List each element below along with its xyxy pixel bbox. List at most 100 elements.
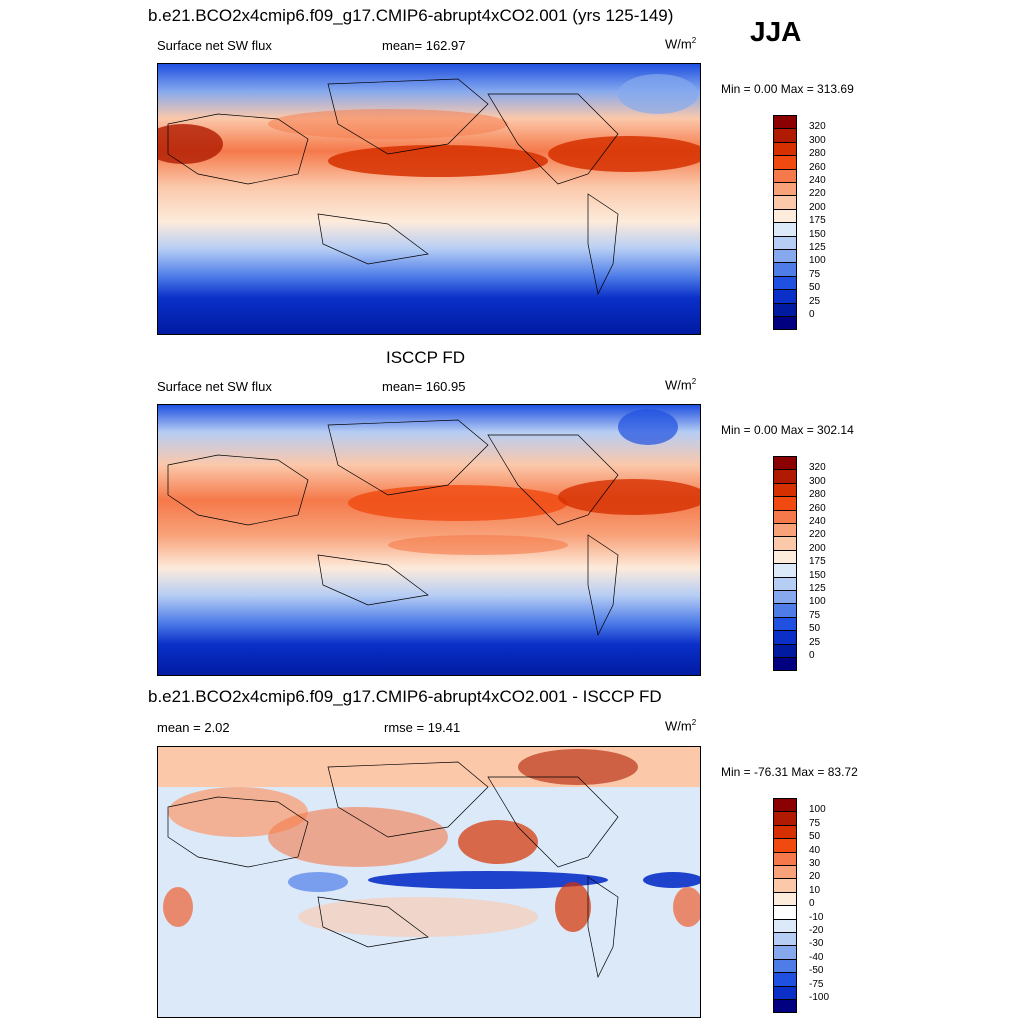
colorbar-box	[773, 824, 797, 840]
panel-1-title: b.e21.BCO2x4cmip6.f09_g17.CMIP6-abrupt4x…	[148, 6, 674, 25]
colorbar-box	[773, 536, 797, 551]
season-label: JJA	[750, 16, 802, 47]
colorbar-tick-label: 75	[809, 268, 821, 280]
colorbar-tick-label: 220	[809, 188, 826, 200]
panel-3-minmax: Min = -76.31 Max = 83.72	[721, 765, 858, 779]
colorbar-tick-label: -75	[809, 978, 824, 990]
colorbar-box	[773, 657, 797, 672]
colorbar-box	[773, 469, 797, 484]
panel-1-map-canvas	[158, 64, 700, 334]
colorbar-box	[773, 918, 797, 933]
colorbar-tick-label: 240	[809, 516, 826, 527]
colorbar-box	[773, 182, 797, 197]
panel-3-rmse-label: rmse = 19.41	[384, 720, 461, 735]
colorbar-tick-label: 20	[809, 871, 821, 883]
colorbar-tick-label: 10	[809, 884, 821, 896]
colorbar-box	[773, 168, 797, 183]
colorbar-box	[773, 999, 797, 1014]
panel-1-map	[157, 63, 701, 335]
colorbar-box	[773, 643, 797, 658]
colorbar-tick-label: 40	[809, 844, 821, 856]
panel-3-map-canvas	[158, 747, 700, 1017]
colorbar-tick-label: 125	[809, 242, 826, 253]
colorbar-tick-label: 0	[809, 650, 815, 661]
colorbar-tick-label: 280	[809, 148, 826, 160]
colorbar-box	[773, 128, 797, 143]
panel-2-mean-label: mean= 160.95	[382, 379, 466, 394]
colorbar-tick-label: 320	[809, 462, 826, 474]
colorbar-box	[773, 208, 797, 224]
colorbar-tick-label: 260	[809, 161, 826, 173]
colorbar-box	[773, 456, 797, 471]
colorbar-box	[773, 275, 797, 291]
colorbar-tick-label: 75	[809, 817, 821, 829]
colorbar-box	[773, 576, 797, 591]
colorbar-tick-label: 25	[809, 636, 821, 648]
colorbar-tick-label: 50	[809, 831, 821, 843]
colorbar-tick-label: 50	[809, 623, 821, 635]
panel-2-map	[157, 404, 701, 676]
colorbar-tick-label: 320	[809, 121, 826, 133]
colorbar-box	[773, 891, 797, 907]
colorbar-tick-label: 0	[809, 309, 815, 320]
colorbar-tick-label: 300	[809, 134, 826, 146]
panel-3-mean-label: mean = 2.02	[157, 720, 230, 735]
colorbar-tick-label: 260	[809, 502, 826, 514]
panel-1-variable-label: Surface net SW flux	[157, 38, 272, 53]
colorbar-box	[773, 235, 797, 250]
colorbar-tick-label: -100	[809, 992, 830, 1003]
colorbar-tick-label: 150	[809, 228, 826, 240]
colorbar-box	[773, 865, 797, 880]
colorbar-box	[773, 985, 797, 1000]
colorbar-tick-label: -50	[809, 965, 824, 977]
colorbar-tick-label: 100	[809, 804, 826, 816]
colorbar-box	[773, 549, 797, 565]
colorbar-tick-label: 280	[809, 489, 826, 501]
colorbar-box	[773, 603, 797, 618]
colorbar-box	[773, 316, 797, 331]
colorbar-box	[773, 630, 797, 645]
colorbar-box	[773, 222, 797, 237]
colorbar-box	[773, 482, 797, 498]
colorbar-box	[773, 878, 797, 893]
colorbar-box	[773, 141, 797, 157]
colorbar-tick-label: -40	[809, 951, 824, 963]
colorbar-box	[773, 838, 797, 853]
colorbar-tick-label: 50	[809, 282, 821, 294]
colorbar-tick-label: 30	[809, 858, 821, 869]
colorbar-box	[773, 302, 797, 317]
colorbar-box	[773, 496, 797, 511]
colorbar-box	[773, 509, 797, 524]
colorbar-box	[773, 523, 797, 538]
colorbar-box	[773, 811, 797, 826]
panel-3-title: b.e21.BCO2x4cmip6.f09_g17.CMIP6-abrupt4x…	[148, 687, 662, 706]
colorbar-tick-label: 0	[809, 898, 815, 910]
colorbar-box	[773, 798, 797, 813]
panel-2-map-canvas	[158, 405, 700, 675]
colorbar-box	[773, 249, 797, 264]
colorbar-tick-label: 200	[809, 201, 826, 213]
panel-1-units: W/m2	[665, 36, 697, 52]
colorbar-box	[773, 905, 797, 920]
colorbar-tick-label: 25	[809, 295, 821, 307]
colorbar-box	[773, 262, 797, 277]
colorbar-box	[773, 590, 797, 605]
colorbar-tick-label: 175	[809, 215, 826, 227]
panel-3-units: W/m2	[665, 718, 697, 734]
colorbar-tick-label: 75	[809, 609, 821, 621]
colorbar-tick-label: -10	[809, 911, 824, 923]
panel-2-variable-label: Surface net SW flux	[157, 379, 272, 394]
colorbar-tick-label: -20	[809, 925, 824, 936]
colorbar-box	[773, 115, 797, 130]
colorbar-tick-label: 100	[809, 596, 826, 608]
colorbar-box	[773, 155, 797, 170]
colorbar-box	[773, 289, 797, 304]
colorbar-tick-label: 175	[809, 556, 826, 568]
panel-2-minmax: Min = 0.00 Max = 302.14	[721, 423, 854, 437]
panel-2-title: ISCCP FD	[386, 348, 466, 367]
colorbar-box	[773, 563, 797, 578]
colorbar-box	[773, 945, 797, 960]
colorbar-tick-label: 220	[809, 529, 826, 541]
colorbar-tick-label: 100	[809, 255, 826, 267]
colorbar-tick-label: 125	[809, 583, 826, 594]
